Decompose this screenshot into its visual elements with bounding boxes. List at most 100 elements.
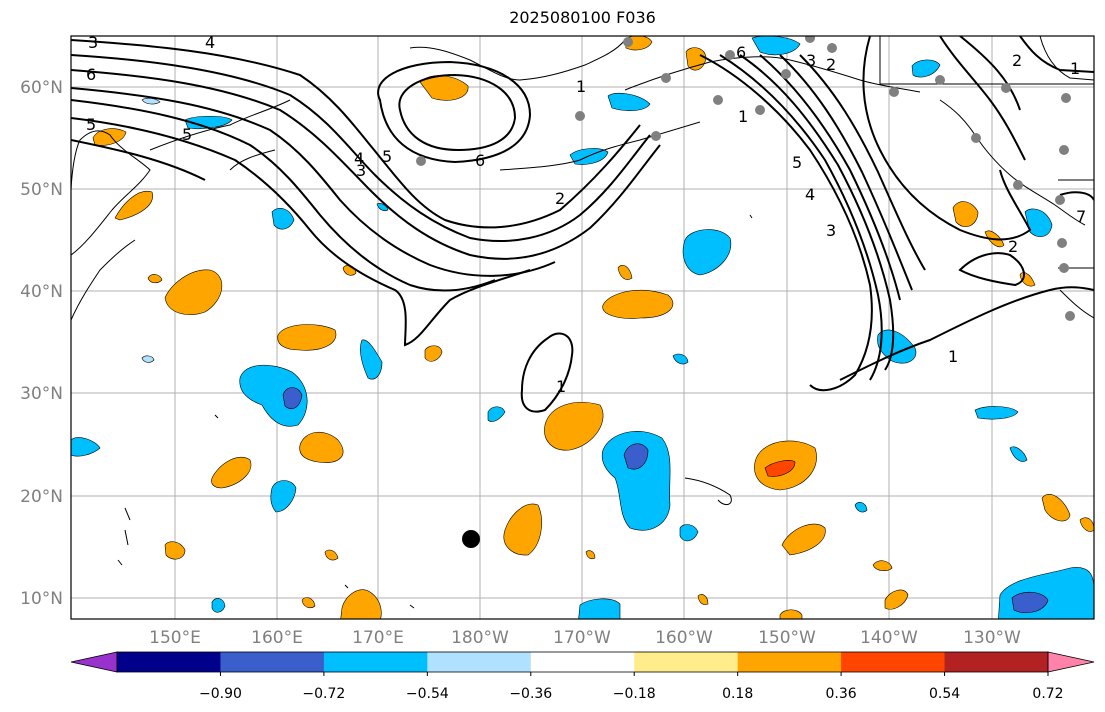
contour-label: 7 (1076, 207, 1086, 226)
positive-anomaly-blob (697, 594, 709, 605)
contour-label: 4 (805, 185, 815, 204)
colorbar-tick-label: −0.54 (406, 686, 449, 702)
contour-label: 6 (736, 43, 746, 62)
positive-anomaly-blob (1041, 494, 1071, 522)
colorbar-segment (427, 652, 532, 672)
colorbar-tick-label: −0.90 (199, 686, 242, 702)
longitude-label: 150°E (149, 628, 201, 648)
positive-anomaly-blob (544, 402, 604, 451)
contour-label: 1 (576, 77, 586, 96)
colorbar-tick-label: 0.72 (1032, 686, 1063, 702)
colorbar-segment (841, 652, 946, 672)
negative-anomaly-blob (270, 480, 297, 513)
negative-anomaly-blob (71, 437, 101, 457)
contour-label: 2 (826, 55, 836, 74)
contour-label: 3 (88, 33, 98, 52)
negative-anomaly-blob (974, 406, 1019, 420)
positive-anomaly-blob (617, 265, 633, 280)
contour-label: 5 (792, 153, 802, 172)
map-title: 2025080100 F036 (509, 8, 656, 27)
negative-anomaly-blob (607, 92, 651, 111)
colorbar-tick-label: −0.36 (509, 686, 552, 702)
negative-anomaly-blob (271, 207, 295, 230)
contour-label: 4 (354, 149, 364, 168)
positive-anomaly-blob (781, 523, 826, 556)
positive-anomaly-blob (114, 190, 153, 221)
negative-anomaly-blob (1011, 591, 1049, 613)
longitude-label: 160°E (251, 628, 303, 648)
latitude-labels: 60°N 50°N 40°N 30°N 20°N 10°N (20, 78, 63, 609)
colorbar-extend-max (1047, 651, 1095, 673)
positive-anomaly-blob (503, 503, 542, 556)
contour-label: 2 (1012, 51, 1022, 70)
station-markers (416, 36, 1075, 321)
latitude-label: 30°N (20, 384, 63, 404)
negative-anomaly-blob (360, 339, 383, 380)
longitude-label: 130°W (963, 628, 1021, 648)
longitude-label: 150°W (758, 628, 816, 648)
negative-anomaly-blob (141, 355, 155, 363)
negative-anomaly-blob (141, 97, 161, 105)
positive-anomaly-blob (277, 324, 337, 351)
positive-anomaly-blob (424, 345, 443, 362)
positive-anomaly-blob (764, 460, 796, 477)
colorbar-segment (530, 652, 635, 672)
longitude-label: 140°W (860, 628, 918, 648)
negative-anomaly-blob (376, 203, 389, 212)
negative-anomaly-blob (239, 364, 308, 427)
positive-anomaly-blob (602, 289, 674, 319)
colorbar-segment (117, 652, 221, 672)
contour-label: 5 (86, 115, 96, 134)
storm-position-marker (462, 530, 480, 548)
colorbar: −0.90 −0.72 −0.54 −0.36 −0.18 0.18 0.36 0.54 0.7… (70, 651, 1095, 702)
colorbar-extend-min (70, 651, 118, 673)
negative-anomaly-blob (877, 329, 917, 364)
colorbar-tick-label: 0.18 (722, 686, 753, 702)
positive-anomaly-blob (324, 549, 339, 561)
negative-anomaly-blob (211, 598, 226, 613)
positive-anomaly-blob (211, 456, 252, 489)
contour-label: 6 (475, 151, 485, 170)
longitude-label: 170°W (553, 628, 611, 648)
negative-anomaly-blob (1009, 446, 1028, 462)
colorbar-segment (634, 652, 739, 672)
latitude-label: 20°N (20, 487, 63, 507)
colorbar-segment (220, 652, 325, 672)
positive-anomaly-blob (164, 269, 223, 315)
latitude-label: 50°N (20, 180, 63, 200)
contour-labels: 3 4 6 5 5 1 6 5 4 3 2 1 6 3 2 5 4 3 2 1 … (86, 33, 1086, 396)
colorbar-segment (944, 652, 1049, 672)
latitude-label: 10°N (20, 589, 63, 609)
positive-anomaly-blob (164, 541, 186, 560)
negative-anomaly-blob (682, 229, 732, 276)
contour-label: 3 (806, 51, 816, 70)
positive-anomaly-blob (301, 597, 316, 609)
positive-anomaly-blob (1079, 517, 1094, 532)
contour-label: 5 (182, 125, 192, 144)
colorbar-segment (323, 652, 428, 672)
gridlines (71, 36, 1094, 619)
colorbar-tick-label: −0.72 (302, 686, 345, 702)
positive-anomaly-blob (779, 609, 803, 619)
contour-label: 1 (738, 107, 748, 126)
shading-layer (71, 36, 1094, 619)
contour-label: 3 (826, 221, 836, 240)
contour-label: 1 (1070, 59, 1080, 78)
contour-label: 2 (1008, 237, 1018, 256)
contour-label: 3 (356, 161, 366, 180)
longitude-label: 160°W (655, 628, 713, 648)
negative-anomaly-blob (601, 431, 671, 531)
colorbar-tick-label: 0.54 (929, 686, 960, 702)
colorbar-segment (737, 652, 842, 672)
negative-anomaly-blob (184, 115, 233, 130)
negative-anomaly-blob (487, 406, 506, 422)
negative-anomaly-blob (578, 598, 621, 619)
contour-label: 4 (205, 33, 215, 52)
positive-anomaly-blob (299, 432, 344, 463)
contour-label: 5 (382, 147, 392, 166)
contour-label: 6 (86, 65, 96, 84)
negative-anomaly-blob (623, 443, 649, 470)
longitude-labels: 150°E 160°E 170°E 180°W 170°W 160°W 150°W 140°W… (149, 628, 1021, 648)
longitude-label: 170°E (352, 628, 404, 648)
